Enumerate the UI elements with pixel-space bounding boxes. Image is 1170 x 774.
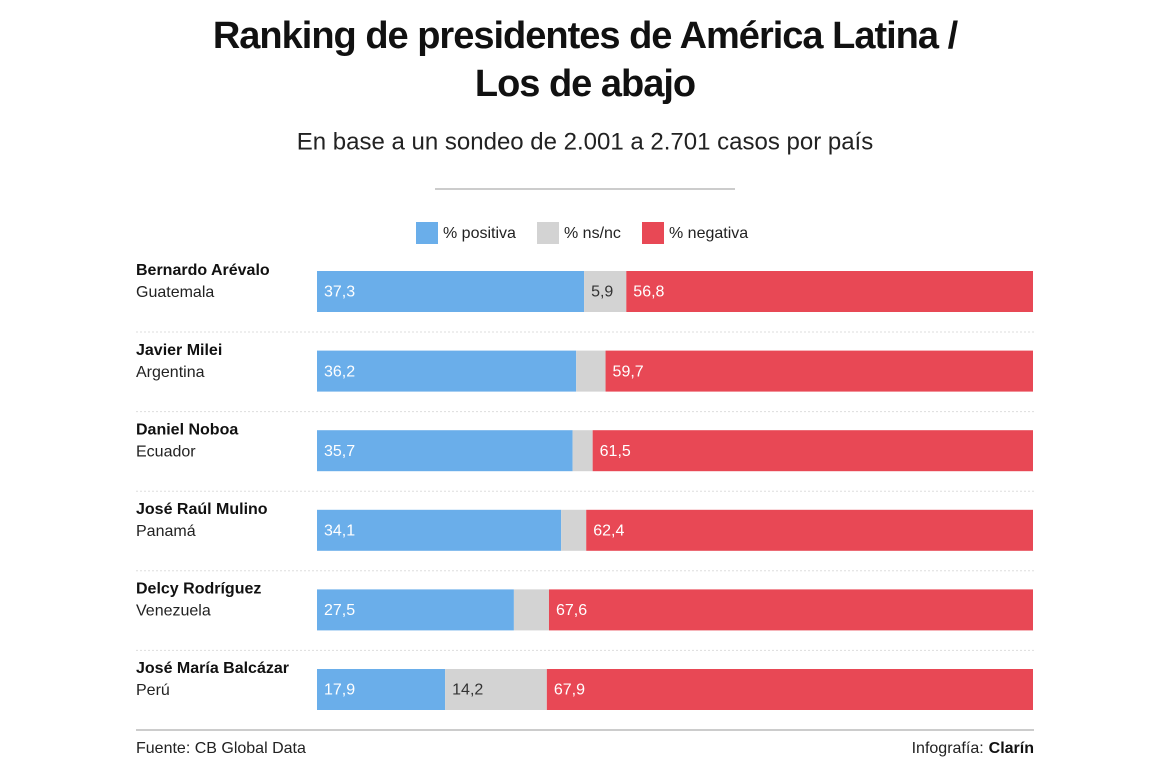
bar-segment <box>626 271 1033 312</box>
source: Fuente: CB Global Data <box>136 740 306 757</box>
country-name: Panamá <box>136 523 196 540</box>
country-name: Guatemala <box>136 284 214 301</box>
value-label: 61,5 <box>600 443 631 460</box>
bar-segment <box>317 430 573 472</box>
president-name: Bernardo Arévalo <box>136 262 270 279</box>
president-name: Daniel Noboa <box>136 421 238 438</box>
bar-segment <box>317 509 562 551</box>
bar-segment <box>584 271 627 312</box>
bar-segment <box>561 509 587 551</box>
value-label: 17,9 <box>324 682 355 699</box>
credit-label: Infografía: <box>912 740 984 757</box>
bar-segment <box>592 430 1033 472</box>
value-label: 62,4 <box>593 523 624 540</box>
value-label: 5,9 <box>591 284 613 301</box>
bar-segment <box>317 589 514 631</box>
bar-segment <box>317 271 585 312</box>
bar-segment <box>576 350 606 392</box>
value-label: 14,2 <box>452 682 483 699</box>
value-label: 67,9 <box>554 682 585 699</box>
value-label: 59,7 <box>613 363 644 380</box>
president-name: Delcy Rodríguez <box>136 581 261 598</box>
bar-segment <box>445 669 547 710</box>
legend-swatch <box>642 222 664 244</box>
legend-swatch <box>416 222 438 244</box>
president-name: José María Balcázar <box>136 660 289 677</box>
country-name: Perú <box>136 682 170 699</box>
chart-title: Ranking de presidentes de América Latina… <box>213 15 959 57</box>
bar-segment <box>548 589 1033 631</box>
bar-segment <box>605 350 1033 392</box>
value-label: 27,5 <box>324 602 355 619</box>
chart-title: Los de abajo <box>475 63 695 105</box>
legend-label: % ns/nc <box>564 225 621 242</box>
president-name: Javier Milei <box>136 342 222 359</box>
country-name: Argentina <box>136 364 205 381</box>
bar-segment <box>317 669 446 710</box>
value-label: 35,7 <box>324 443 355 460</box>
legend-label: % positiva <box>443 225 516 242</box>
bar-segment <box>586 509 1033 551</box>
country-name: Ecuador <box>136 443 196 460</box>
value-label: 67,6 <box>556 602 587 619</box>
credit-brand: Clarín <box>989 740 1034 757</box>
bar-segment <box>546 669 1033 710</box>
legend-label: % negativa <box>669 225 748 242</box>
value-label: 34,1 <box>324 523 355 540</box>
value-label: 36,2 <box>324 363 355 380</box>
value-label: 56,8 <box>633 284 664 301</box>
country-name: Venezuela <box>136 603 211 620</box>
bar-segment <box>317 350 577 392</box>
bar-segment <box>572 430 593 472</box>
bar-segment <box>513 589 549 631</box>
legend-swatch <box>537 222 559 244</box>
credit: Infografía: Clarín <box>912 740 1034 757</box>
chart-subtitle: En base a un sondeo de 2.001 a 2.701 cas… <box>297 128 873 155</box>
president-name: José Raúl Mulino <box>136 501 268 518</box>
value-label: 37,3 <box>324 284 355 301</box>
